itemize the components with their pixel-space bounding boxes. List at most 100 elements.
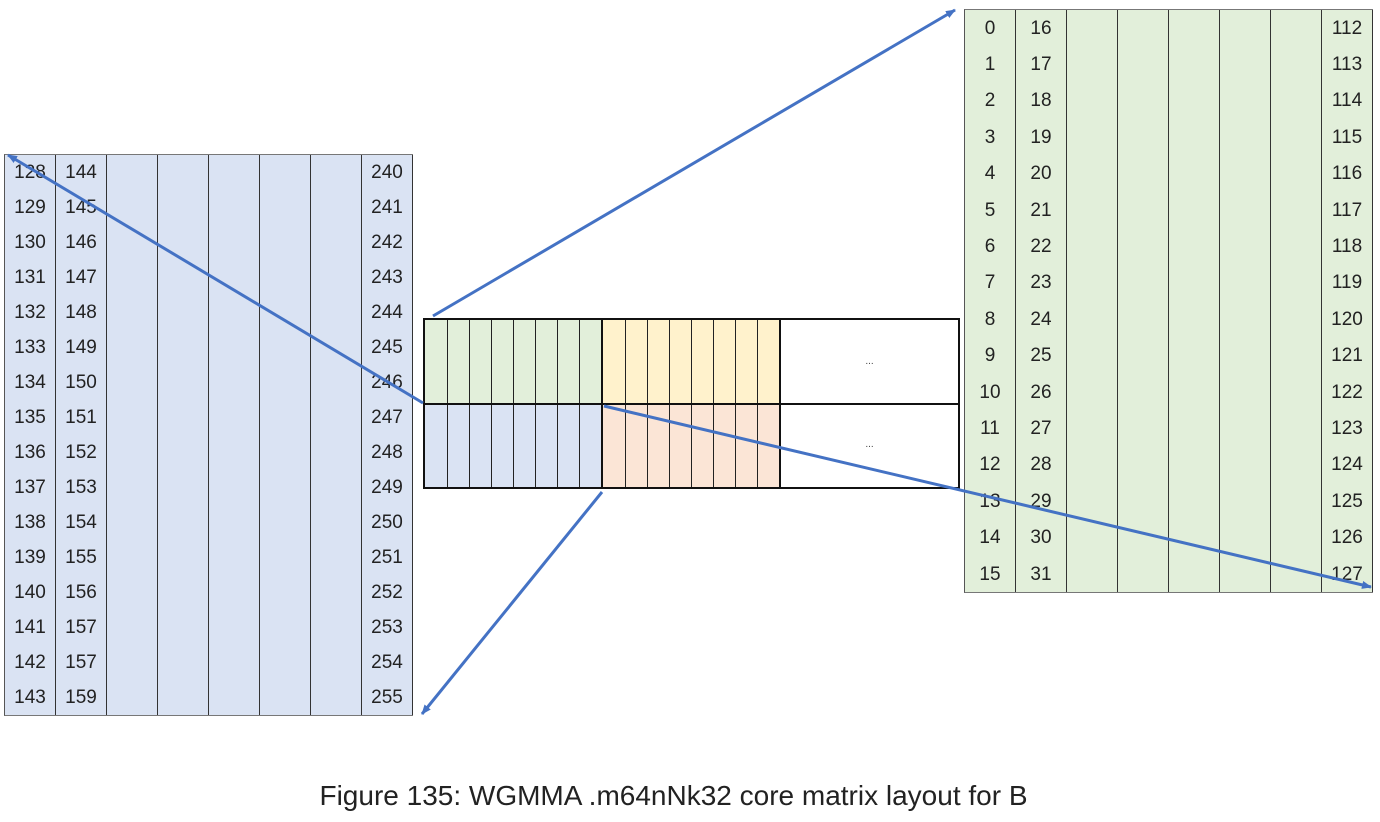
matrix-cell: [107, 540, 158, 575]
matrix-cell: [209, 610, 260, 645]
matrix-cell: 142: [5, 645, 56, 680]
matrix-cell: 25: [1016, 337, 1067, 374]
matrix-cell: [158, 330, 209, 365]
matrix-cell: 5: [965, 191, 1016, 229]
block-divider-line: [625, 320, 626, 403]
matrix-cell: 240: [362, 155, 413, 190]
matrix-row: 134 150 246: [5, 365, 413, 400]
matrix-cell: [1169, 519, 1220, 556]
matrix-cell: 125: [1322, 483, 1373, 520]
matrix-cell: 128: [5, 155, 56, 190]
matrix-cell: [107, 610, 158, 645]
block-divider-line: [647, 405, 648, 487]
matrix-cell: [311, 435, 362, 470]
matrix-cell: [1169, 119, 1220, 156]
block-divider-line: [447, 320, 448, 403]
block-divider-line: [469, 405, 470, 487]
matrix-cell: [260, 470, 311, 505]
matrix-cell: 143: [5, 680, 56, 715]
matrix-cell: 15: [965, 555, 1016, 593]
matrix-cell: 31: [1016, 555, 1067, 593]
matrix-cell: 154: [56, 505, 107, 540]
block-divider-line: [557, 320, 558, 403]
matrix-cell: [1271, 373, 1322, 411]
block-divider-line: [691, 320, 692, 403]
matrix-row: 143 159 255: [5, 680, 413, 715]
matrix-cell: [209, 330, 260, 365]
matrix-cell: [260, 155, 311, 190]
matrix-row: 132 148 244: [5, 295, 413, 330]
matrix-cell: 152: [56, 435, 107, 470]
matrix-cell: [1118, 119, 1169, 156]
matrix-cell: [1271, 10, 1322, 47]
matrix-cell: [260, 435, 311, 470]
matrix-cell: [260, 190, 311, 225]
matrix-cell: [1271, 264, 1322, 302]
matrix-cell: 16: [1016, 10, 1067, 47]
matrix-cell: 20: [1016, 155, 1067, 192]
matrix-cell: 147: [56, 260, 107, 295]
matrix-cell: [107, 645, 158, 680]
matrix-cell: [1271, 46, 1322, 83]
matrix-cell: 149: [56, 330, 107, 365]
block-divider-line: [757, 320, 758, 403]
matrix-cell: [1067, 337, 1118, 374]
matrix-cell: [1271, 483, 1322, 520]
matrix-cell: [260, 225, 311, 260]
matrix-cell: [158, 505, 209, 540]
block-divider-line: [691, 405, 692, 487]
matrix-row: 133 149 245: [5, 330, 413, 365]
matrix-cell: [158, 610, 209, 645]
matrix-cell: [1271, 155, 1322, 192]
matrix-cell: [158, 435, 209, 470]
matrix-cell: [107, 365, 158, 400]
matrix-cell: [1271, 228, 1322, 265]
matrix-cell: [1118, 446, 1169, 484]
matrix-cell: [260, 260, 311, 295]
matrix-row: 139 155 251: [5, 540, 413, 575]
matrix-cell: 14: [965, 519, 1016, 556]
matrix-cell: 252: [362, 575, 413, 610]
matrix-cell: [311, 505, 362, 540]
matrix-cell: 114: [1322, 82, 1373, 120]
matrix-cell: [1220, 446, 1271, 484]
matrix-cell: 129: [5, 190, 56, 225]
right-core-matrix: 0 16 112 1 17 113 2 18 114 3 19 115 4 20 116 5 21 117 6 22 1…: [964, 9, 1373, 594]
block-divider-line: [735, 320, 736, 403]
matrix-cell: [209, 190, 260, 225]
matrix-cell: [209, 540, 260, 575]
matrix-cell: [209, 400, 260, 435]
matrix-cell: [158, 225, 209, 260]
matrix-row: 136 152 248: [5, 435, 413, 470]
matrix-cell: [158, 540, 209, 575]
matrix-cell: 119: [1322, 264, 1373, 302]
matrix-cell: 254: [362, 645, 413, 680]
block-top-middle: [601, 318, 781, 405]
matrix-row: 15 31 127: [965, 555, 1373, 593]
matrix-cell: [311, 155, 362, 190]
matrix-cell: 8: [965, 301, 1016, 338]
matrix-cell: 3: [965, 119, 1016, 156]
block-divider-line: [579, 320, 580, 403]
block-divider-line: [757, 405, 758, 487]
block-bottom-left: [423, 403, 603, 489]
ellipsis-bottom: ...: [865, 439, 874, 450]
matrix-cell: [158, 645, 209, 680]
matrix-cell: [158, 365, 209, 400]
matrix-cell: 157: [56, 610, 107, 645]
block-divider-line: [491, 405, 492, 487]
matrix-cell: [311, 540, 362, 575]
matrix-cell: [107, 680, 158, 715]
matrix-cell: [311, 680, 362, 715]
matrix-cell: [1271, 82, 1322, 120]
matrix-row: 4 20 116: [965, 155, 1373, 192]
matrix-cell: [209, 365, 260, 400]
matrix-cell: [1118, 264, 1169, 302]
matrix-row: 10 26 122: [965, 373, 1373, 411]
matrix-cell: [260, 645, 311, 680]
matrix-cell: 126: [1322, 519, 1373, 556]
matrix-cell: 113: [1322, 46, 1373, 83]
matrix-cell: [1118, 228, 1169, 265]
matrix-cell: [1169, 191, 1220, 229]
matrix-row: 13 29 125: [965, 483, 1373, 520]
